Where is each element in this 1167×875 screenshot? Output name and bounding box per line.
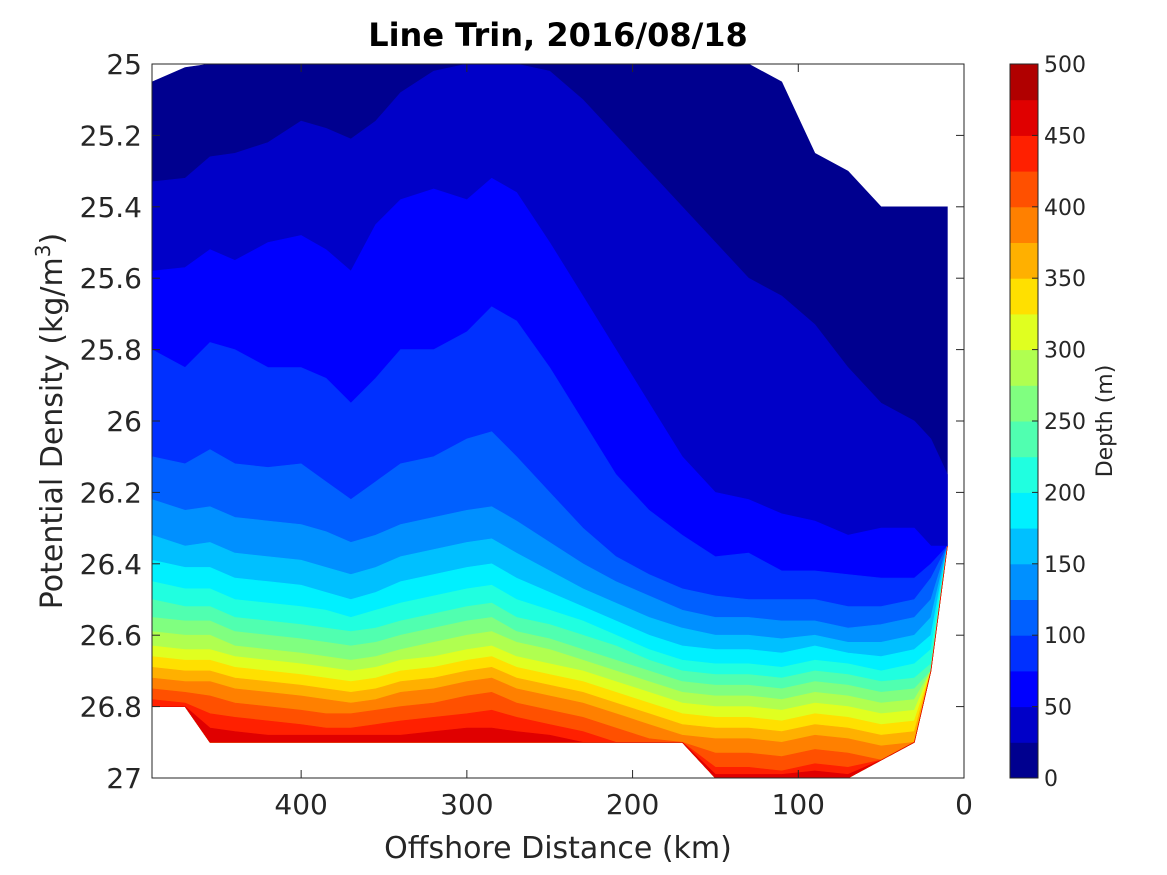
x-tick-label: 0 [955, 788, 973, 821]
x-tick-label: 200 [606, 788, 659, 821]
colorbar-swatch-25 [1010, 706, 1038, 743]
x-axis-label: Offshore Distance (km) [384, 831, 732, 866]
x-tick-label: 100 [772, 788, 825, 821]
colorbar-tick-label: 500 [1044, 53, 1086, 78]
y-tick-label: 26.4 [80, 548, 142, 581]
y-axis-label-superscript: 3 [31, 244, 55, 257]
y-tick-label: 26.2 [80, 476, 142, 509]
colorbar-swatch-50 [1010, 670, 1038, 708]
y-axis-label-close: ) [35, 233, 70, 245]
y-tick-label: 25.2 [80, 119, 142, 152]
colorbar: 0 50 100 150 200 250 300 350 400 450 500 [1009, 53, 1086, 792]
y-axis-label: Potential Density (kg/m3) [31, 233, 70, 609]
colorbar-tick-label: 0 [1044, 767, 1058, 792]
colorbar-tick-label: 200 [1044, 481, 1086, 506]
colorbar-swatch-250 [1010, 385, 1038, 422]
y-axis-label-main: Potential Density (kg/m [35, 257, 70, 609]
colorbar-label: Depth (m) [1093, 365, 1118, 478]
contour-band-475 [152, 545, 948, 778]
contour-fill-layer [152, 64, 948, 778]
y-tick-label: 26 [106, 405, 142, 438]
colorbar-swatch-125 [1010, 563, 1038, 600]
colorbar-swatch-275 [1010, 349, 1038, 386]
colorbar-swatch-325 [1010, 278, 1038, 315]
y-tick-label: 25.8 [80, 334, 142, 367]
chart-title: Line Trin, 2016/08/18 [368, 16, 748, 54]
y-tick-label: 25.6 [80, 262, 142, 295]
colorbar-swatch-150 [1010, 528, 1038, 565]
colorbar-swatch-300 [1010, 313, 1038, 351]
y-tick-label: 27 [106, 762, 142, 795]
colorbar-tick-label: 50 [1044, 696, 1072, 721]
colorbar-tick-label: 150 [1044, 553, 1086, 578]
colorbar-tick-label: 100 [1044, 624, 1086, 649]
colorbar-tick-label: 250 [1044, 410, 1086, 435]
colorbar-swatch-450 [1010, 99, 1038, 136]
y-tick-label: 26.6 [80, 619, 142, 652]
y-tick-label: 25 [106, 48, 142, 81]
colorbar-swatch-375 [1010, 206, 1038, 243]
colorbar-tick-label: 450 [1044, 124, 1086, 149]
colorbar-swatch-75 [1010, 635, 1038, 672]
colorbar-tick-label: 300 [1044, 339, 1086, 364]
colorbar-swatch-175 [1010, 492, 1038, 529]
colorbar-swatch-475 [1010, 64, 1038, 101]
y-tick-label: 25.4 [80, 191, 142, 224]
colorbar-swatch-200 [1010, 456, 1038, 493]
colorbar-tick-label: 400 [1044, 196, 1086, 221]
colorbar-swatch-425 [1010, 135, 1038, 172]
x-tick-label: 300 [440, 788, 493, 821]
colorbar-tick-label: 350 [1044, 267, 1086, 292]
colorbar-swatch-225 [1010, 421, 1038, 458]
colorbar-swatch-0 [1010, 742, 1038, 779]
colorbar-swatch-100 [1010, 599, 1038, 636]
y-tick-label: 26.8 [80, 691, 142, 724]
colorbar-swatch-350 [1010, 242, 1038, 279]
x-tick-label: 400 [274, 788, 327, 821]
x-axis-ticks: 400 300 200 100 0 [274, 64, 973, 821]
y-axis-ticks: 25 25.2 25.4 25.6 25.8 26 26.2 26.4 26.6 26.8 27 [80, 48, 964, 795]
colorbar-swatch-400 [1010, 171, 1038, 208]
